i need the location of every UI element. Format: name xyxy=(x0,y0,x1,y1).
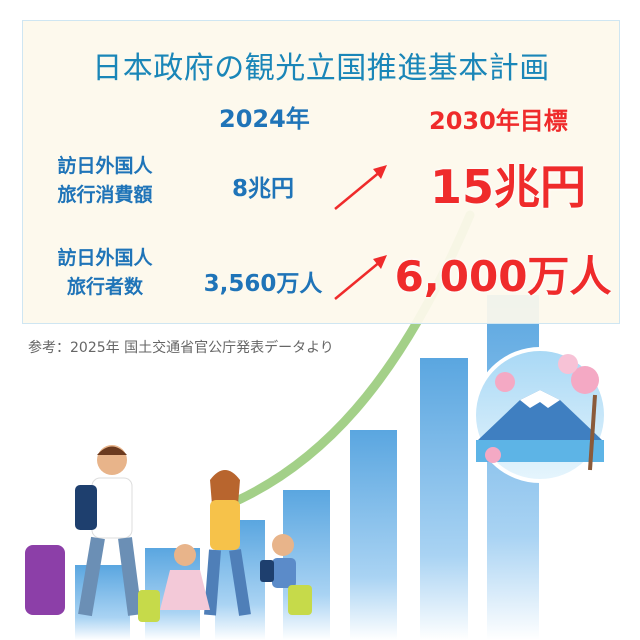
bar xyxy=(350,430,397,640)
row-label-visitors: 訪日外国人 旅行者数 xyxy=(35,244,175,302)
target-visitors: 6,000万人 xyxy=(394,252,612,301)
current-spending: 8兆円 xyxy=(231,176,294,202)
current-visitors: 3,560万人 xyxy=(203,271,323,297)
row-label-line: 旅行者数 xyxy=(66,276,143,298)
row-label-spending: 訪日外国人 旅行消費額 xyxy=(35,152,175,210)
bar xyxy=(420,358,468,640)
row-label-line: 訪日外国人 xyxy=(57,155,153,177)
column-header-current: 2024年 xyxy=(219,105,310,133)
page-title: 日本政府の観光立国推進基本計画 xyxy=(92,51,550,86)
up-arrow-icon xyxy=(334,255,387,300)
row-label-line: 旅行消費額 xyxy=(57,184,153,206)
column-header-target: 2030年目標 xyxy=(429,107,568,135)
family-travelers-illustration xyxy=(25,445,312,622)
source-note: 参考：2025年 国土交通省官公庁発表データより xyxy=(28,340,334,356)
plan-panel: 日本政府の観光立国推進基本計画 2024年 2030年目標 訪日外国人 旅行消費… xyxy=(22,20,620,324)
mount-fuji-badge xyxy=(472,347,608,483)
target-spending: 15兆円 xyxy=(429,160,586,214)
up-arrow-icon xyxy=(334,165,387,210)
row-label-line: 訪日外国人 xyxy=(57,247,153,269)
